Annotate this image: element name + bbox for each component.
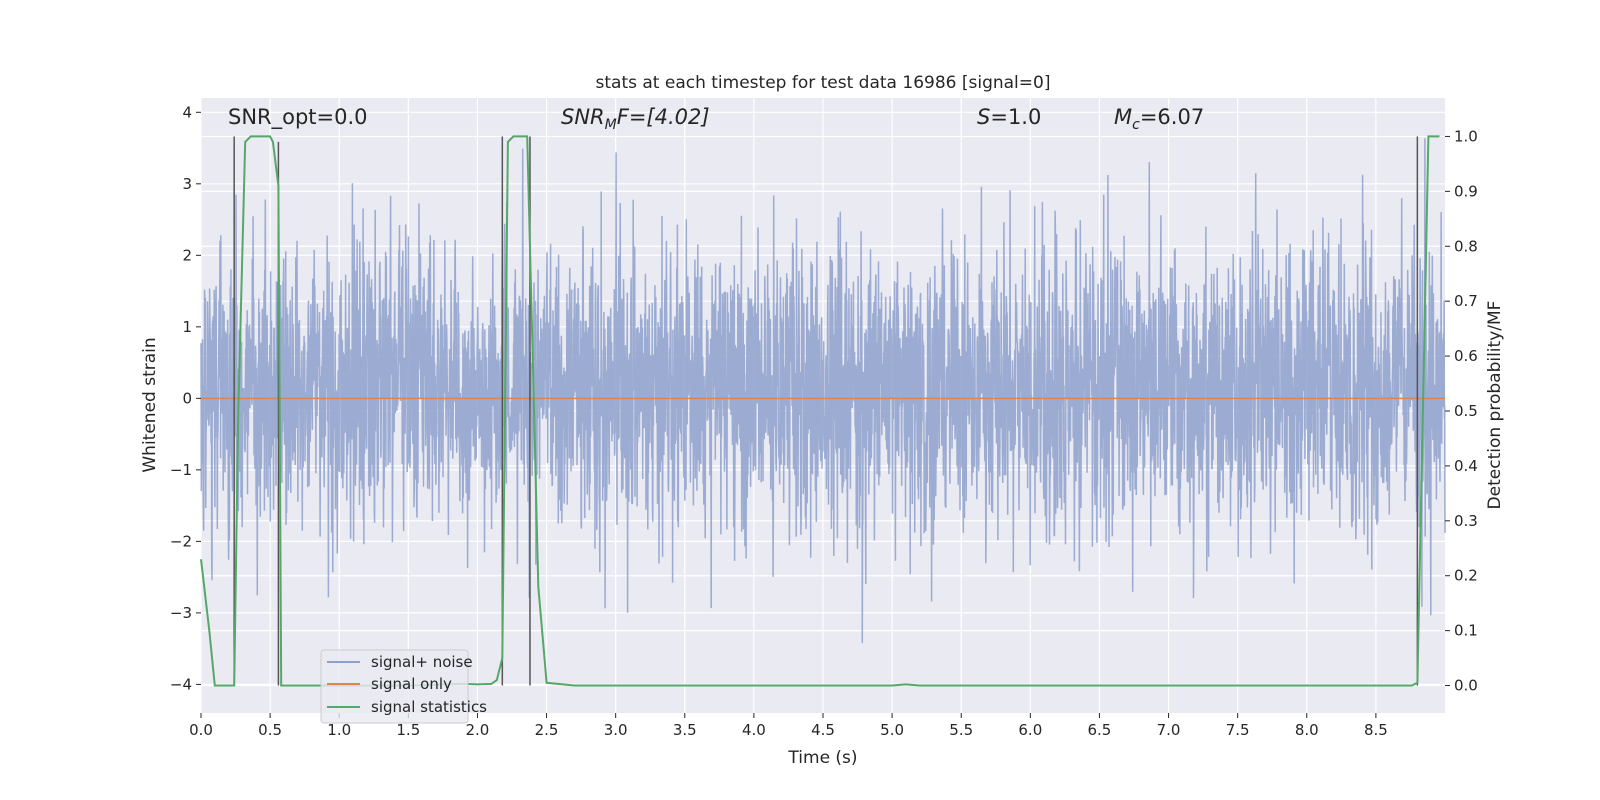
y-tick-label: −3	[170, 604, 192, 622]
statistics-line	[200, 135, 1440, 687]
x-tick-label: 0.5	[258, 721, 282, 739]
y-tick-label: 2	[182, 246, 192, 264]
annotation-mc: Mc=6.07	[1114, 105, 1204, 133]
x-tick-label: 4.5	[811, 721, 835, 739]
legend-label-noise: signal+ noise	[371, 653, 473, 671]
x-axis-label: Time (s)	[787, 748, 857, 768]
x-tick-label: 3.0	[604, 721, 628, 739]
x-tick-label: 2.5	[535, 721, 559, 739]
x-tick-label: 7.0	[1157, 721, 1181, 739]
noise-line	[200, 138, 1446, 644]
y2-tick-label: 1.0	[1454, 127, 1478, 145]
x-tick-label: 8.5	[1364, 721, 1388, 739]
legend-box	[320, 649, 469, 724]
chart-title: stats at each timestep for test data 169…	[596, 73, 1051, 93]
legend-label-signal-only: signal only	[371, 675, 452, 693]
x-tick-label: 5.0	[880, 721, 904, 739]
x-tick-label: 1.5	[396, 721, 420, 739]
legend-label-statistics: signal statistics	[371, 698, 487, 716]
y2-tick-label: 0.7	[1454, 292, 1478, 310]
y-tick-label: −1	[170, 461, 192, 479]
x-tick-label: 7.5	[1226, 721, 1250, 739]
y2-tick-label: 0.6	[1454, 347, 1478, 365]
x-tick-label: 8.0	[1295, 721, 1319, 739]
y2-axis-label: Detection probability/MF	[1485, 301, 1505, 510]
y2-tick-label: 0.2	[1454, 567, 1478, 585]
y-tick-label: 0	[182, 389, 192, 407]
y-tick-label: 1	[182, 318, 192, 336]
y2-tick-label: 0.3	[1454, 512, 1478, 530]
ticks: 0.0 0.5 1.0 1.5 2.0 2.5 3.0 3.5 4.0 4.5 5.0 5.5 6.0 6…	[170, 103, 1478, 739]
x-tick-label: 5.5	[949, 721, 973, 739]
x-tick-label: 6.0	[1018, 721, 1042, 739]
y2-tick-label: 0.5	[1454, 402, 1478, 420]
y-axis-label: Whitened strain	[140, 337, 160, 472]
noise-series	[200, 138, 1446, 644]
x-tick-label: 2.0	[466, 721, 490, 739]
y-tick-label: −2	[170, 532, 192, 550]
legend: signal+ noise signal only signal statist…	[320, 649, 487, 724]
x-tick-label: 4.0	[742, 721, 766, 739]
y-tick-label: 3	[182, 175, 192, 193]
y2-tick-label: 0.8	[1454, 237, 1478, 255]
y2-tick-label: 0.0	[1454, 677, 1478, 695]
annotation-s: S=1.0	[977, 105, 1041, 129]
y2-tick-label: 0.1	[1454, 622, 1478, 640]
y2-tick-label: 0.9	[1454, 182, 1478, 200]
y-tick-label: 4	[182, 103, 192, 121]
x-tick-label: 6.5	[1088, 721, 1112, 739]
x-tick-label: 1.0	[327, 721, 351, 739]
annotation-snr-opt: SNR_opt=0.0	[228, 105, 368, 130]
signal-statistics-series	[200, 135, 1440, 687]
y-tick-label: −4	[170, 675, 192, 693]
annotation-snr-mf: SNRMF=[4.02]	[561, 105, 710, 133]
x-tick-label: 3.5	[673, 721, 697, 739]
x-tick-label: 0.0	[189, 721, 213, 739]
y2-tick-label: 0.4	[1454, 457, 1478, 475]
